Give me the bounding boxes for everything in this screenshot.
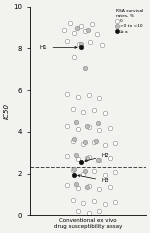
Text: H1: H1 xyxy=(40,45,77,50)
Legend: 0, >0 to <10, ≥ a: 0, >0 to <10, ≥ a xyxy=(115,9,144,34)
Text: H3: H3 xyxy=(78,175,109,183)
Text: H2: H2 xyxy=(85,153,109,162)
X-axis label: Conventional ex vivo
drug susceptibility assay: Conventional ex vivo drug susceptibility… xyxy=(54,218,122,229)
Y-axis label: IC50: IC50 xyxy=(4,103,10,119)
